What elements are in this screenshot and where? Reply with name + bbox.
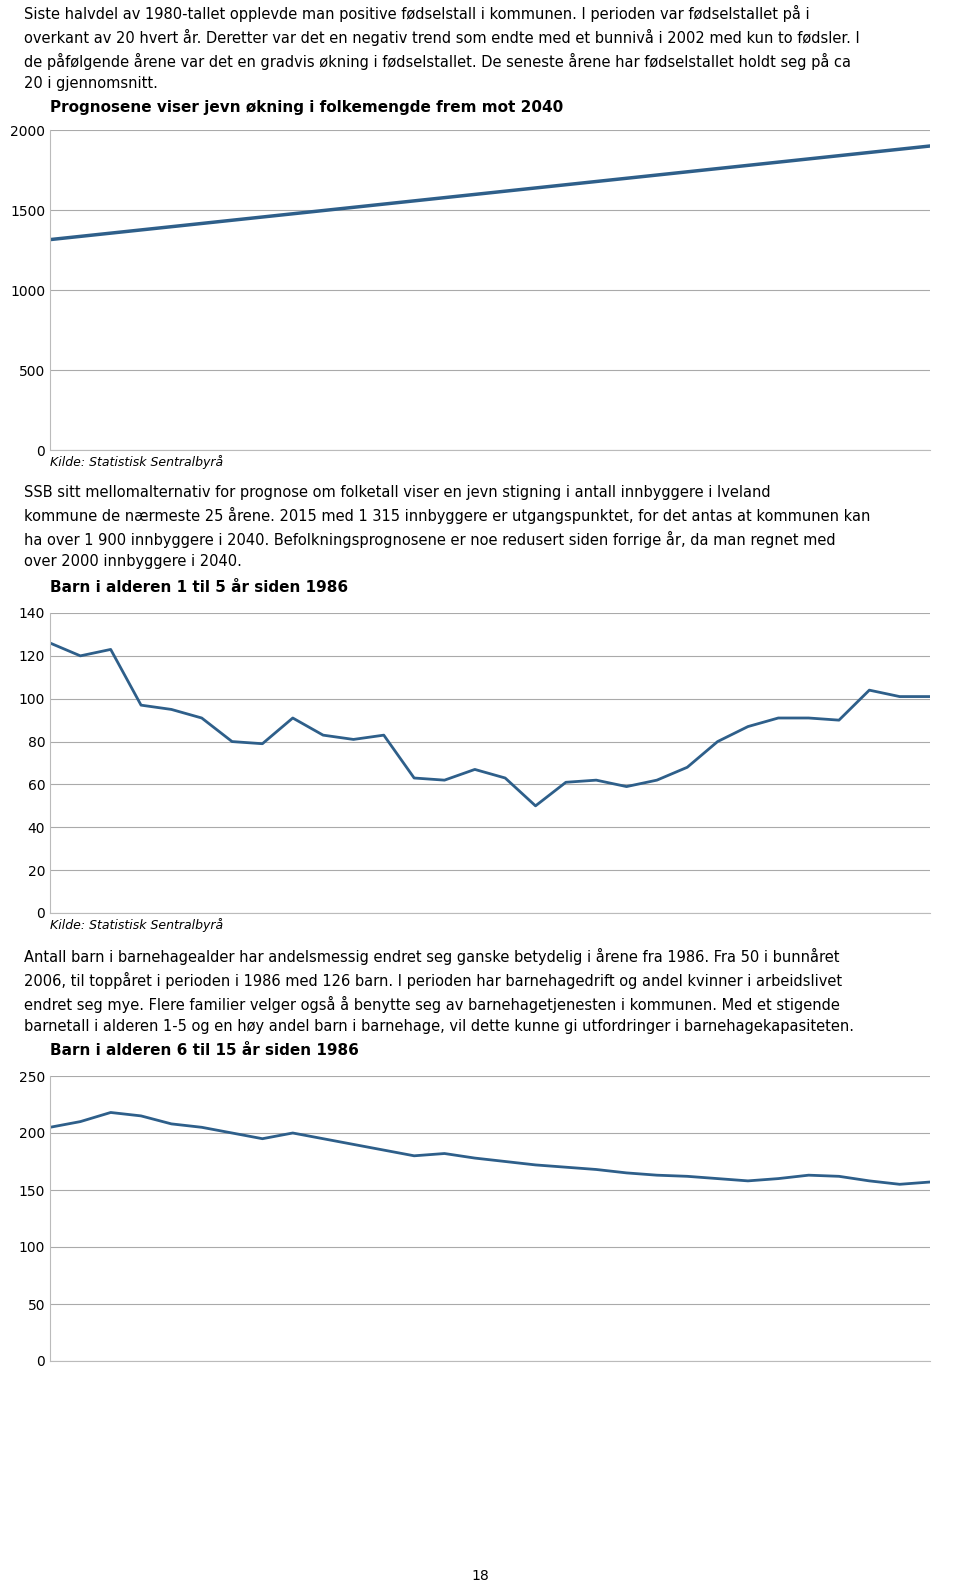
Text: Kilde: Statistisk Sentralbyrå: Kilde: Statistisk Sentralbyrå [50,919,223,931]
Text: Prognosene viser jevn økning i folkemengde frem mot 2040: Prognosene viser jevn økning i folkemeng… [50,100,564,115]
Text: Antall barn i barnehagealder har andelsmessig endret seg ganske betydelig i åren: Antall barn i barnehagealder har andelsm… [24,947,854,1034]
Text: 18: 18 [471,1569,489,1582]
Text: Siste halvdel av 1980-tallet opplevde man positive fødselstall i kommunen. I per: Siste halvdel av 1980-tallet opplevde ma… [24,5,860,91]
Text: Kilde: Statistisk Sentralbyrå: Kilde: Statistisk Sentralbyrå [50,455,223,469]
Text: Barn i alderen 1 til 5 år siden 1986: Barn i alderen 1 til 5 år siden 1986 [50,581,348,595]
Text: Barn i alderen 6 til 15 år siden 1986: Barn i alderen 6 til 15 år siden 1986 [50,1043,359,1057]
Text: SSB sitt mellomalternativ for prognose om folketall viser en jevn stigning i ant: SSB sitt mellomalternativ for prognose o… [24,485,871,569]
